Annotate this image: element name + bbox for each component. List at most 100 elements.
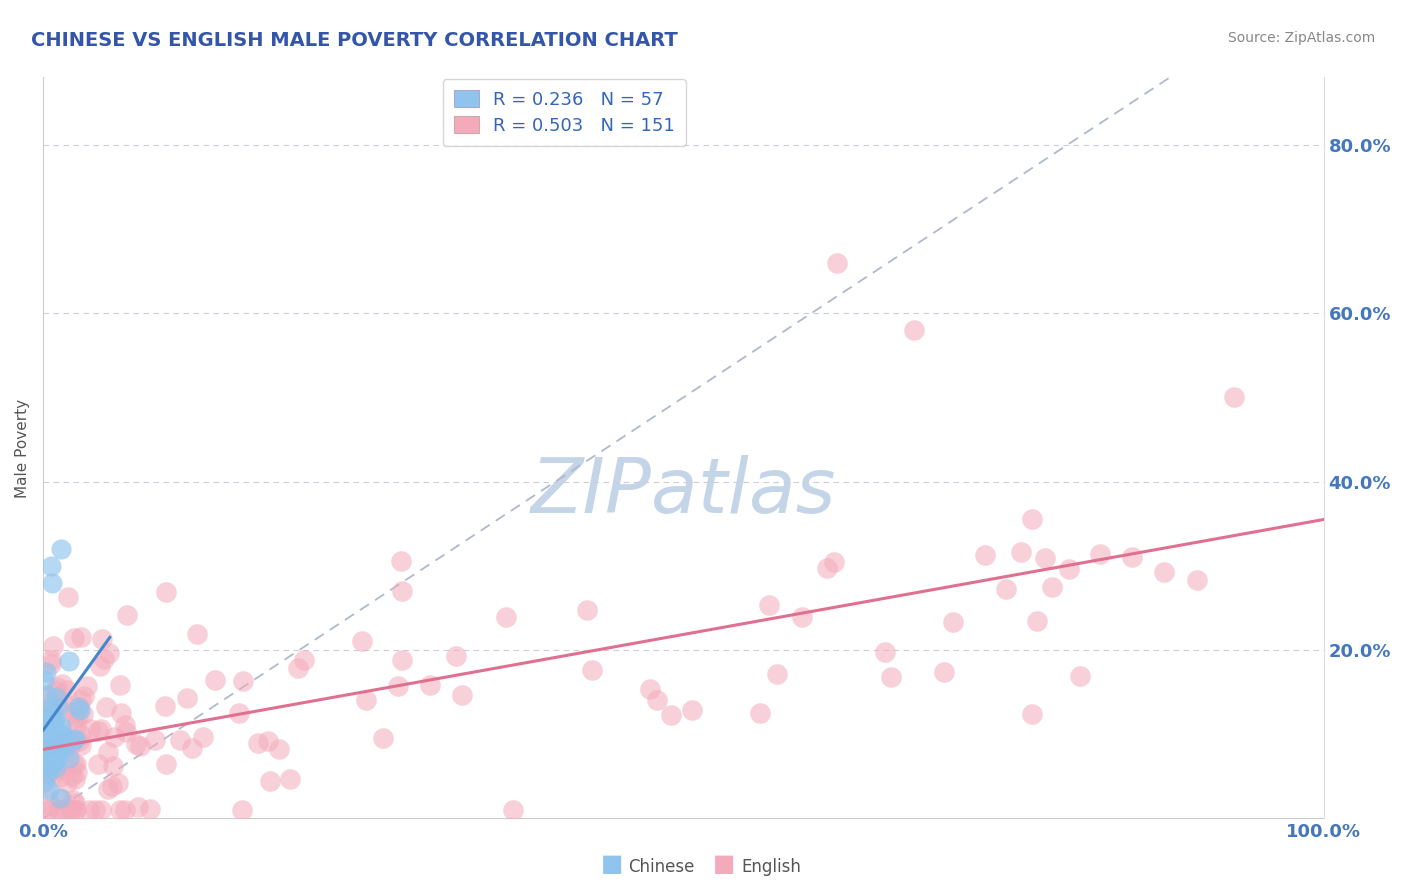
Point bbox=[1153, 565, 1175, 579]
Point bbox=[69, 703, 91, 717]
Point bbox=[155, 585, 177, 599]
Point bbox=[49, 791, 72, 805]
Point bbox=[974, 548, 997, 562]
Point bbox=[1033, 550, 1056, 565]
Point bbox=[97, 782, 120, 797]
Point bbox=[63, 706, 86, 720]
Text: ZIPatlas: ZIPatlas bbox=[530, 456, 837, 530]
Point bbox=[49, 803, 72, 817]
Point bbox=[70, 728, 93, 742]
Point bbox=[108, 678, 131, 692]
Point bbox=[48, 803, 70, 817]
Point bbox=[34, 709, 56, 723]
Point bbox=[934, 665, 956, 680]
Point bbox=[65, 803, 87, 817]
Point bbox=[37, 709, 59, 723]
Point bbox=[76, 679, 98, 693]
Point bbox=[51, 677, 73, 691]
Point bbox=[60, 803, 83, 817]
Point bbox=[52, 695, 75, 709]
Point bbox=[70, 692, 93, 706]
Point bbox=[35, 749, 58, 764]
Point bbox=[83, 803, 105, 817]
Point bbox=[143, 732, 166, 747]
Point bbox=[38, 739, 60, 753]
Point bbox=[39, 700, 62, 714]
Point bbox=[56, 731, 79, 745]
Point bbox=[63, 712, 86, 726]
Point bbox=[39, 709, 62, 723]
Text: Chinese: Chinese bbox=[628, 858, 695, 876]
Text: Source: ZipAtlas.com: Source: ZipAtlas.com bbox=[1227, 31, 1375, 45]
Point bbox=[49, 792, 72, 806]
Point bbox=[180, 741, 202, 756]
Point bbox=[257, 733, 280, 747]
Point bbox=[350, 634, 373, 648]
Point bbox=[1040, 580, 1063, 594]
Point bbox=[576, 602, 599, 616]
Point bbox=[34, 746, 56, 760]
Point bbox=[66, 700, 89, 714]
Point bbox=[1025, 614, 1047, 628]
Point bbox=[67, 700, 90, 714]
Point bbox=[45, 690, 67, 705]
Point bbox=[903, 323, 925, 337]
Point bbox=[48, 748, 70, 763]
Point bbox=[93, 651, 115, 665]
Point bbox=[292, 653, 315, 667]
Point bbox=[44, 730, 66, 744]
Point bbox=[766, 667, 789, 681]
Point bbox=[34, 760, 56, 774]
Point bbox=[259, 773, 281, 788]
Point bbox=[107, 776, 129, 790]
Point bbox=[37, 744, 59, 758]
Point bbox=[191, 731, 214, 745]
Point bbox=[56, 682, 79, 697]
Point bbox=[35, 741, 58, 756]
Point bbox=[44, 684, 66, 698]
Point bbox=[35, 746, 58, 760]
Point bbox=[48, 770, 70, 784]
Point bbox=[41, 575, 63, 590]
Point bbox=[247, 735, 270, 749]
Point bbox=[65, 757, 87, 772]
Point bbox=[44, 711, 66, 725]
Point bbox=[59, 738, 82, 752]
Point bbox=[169, 732, 191, 747]
Point bbox=[34, 716, 56, 731]
Point bbox=[387, 679, 409, 693]
Point bbox=[502, 803, 524, 817]
Point bbox=[153, 699, 176, 714]
Point bbox=[34, 714, 56, 728]
Point bbox=[204, 673, 226, 687]
Point bbox=[44, 756, 66, 770]
Point bbox=[37, 759, 59, 773]
Point bbox=[91, 632, 114, 647]
Point bbox=[53, 741, 76, 756]
Point bbox=[89, 659, 111, 673]
Point bbox=[1057, 562, 1080, 576]
Point bbox=[73, 689, 96, 703]
Point bbox=[581, 663, 603, 677]
Point bbox=[34, 728, 56, 742]
Point bbox=[995, 582, 1018, 596]
Point bbox=[49, 719, 72, 733]
Point bbox=[52, 728, 75, 742]
Point bbox=[97, 745, 120, 759]
Point bbox=[72, 707, 94, 722]
Point bbox=[35, 665, 58, 679]
Point bbox=[35, 715, 58, 730]
Point bbox=[1021, 706, 1043, 721]
Point bbox=[790, 609, 813, 624]
Text: English: English bbox=[741, 858, 801, 876]
Point bbox=[758, 598, 780, 612]
Text: CHINESE VS ENGLISH MALE POVERTY CORRELATION CHART: CHINESE VS ENGLISH MALE POVERTY CORRELAT… bbox=[31, 31, 678, 50]
Point bbox=[103, 731, 125, 745]
Point bbox=[46, 744, 69, 758]
Point bbox=[39, 653, 62, 667]
Point bbox=[815, 561, 838, 575]
Point bbox=[45, 680, 67, 694]
Point bbox=[34, 753, 56, 767]
Point bbox=[77, 803, 100, 817]
Point bbox=[638, 682, 661, 697]
